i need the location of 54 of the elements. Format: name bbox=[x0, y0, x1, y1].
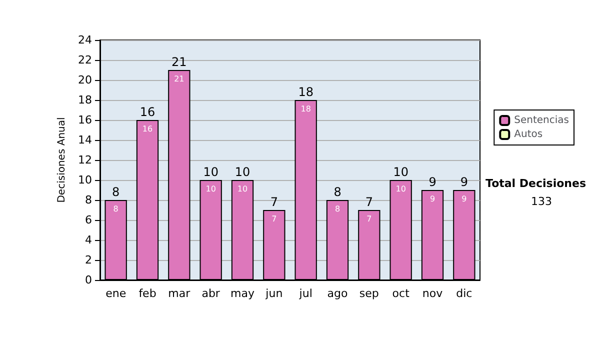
data-label: 7 bbox=[366, 214, 372, 224]
x-tick-label: may bbox=[230, 287, 255, 300]
total-label: 7 bbox=[270, 195, 278, 209]
y-tick-label: 2 bbox=[85, 254, 92, 266]
y-tick-label: 18 bbox=[78, 94, 92, 106]
x-tick-label: oct bbox=[392, 287, 410, 300]
total-label: 18 bbox=[298, 85, 314, 99]
data-label: 9 bbox=[462, 194, 467, 204]
legend-label: Autos bbox=[514, 129, 543, 140]
y-tick-label: 24 bbox=[78, 34, 92, 46]
total-label: 21 bbox=[172, 55, 187, 69]
total-label: 10 bbox=[203, 165, 218, 179]
data-label: 8 bbox=[334, 204, 340, 214]
total-label: 8 bbox=[334, 185, 342, 199]
data-label: 10 bbox=[206, 184, 216, 194]
y-axis-title: Decisiones Anual bbox=[56, 117, 68, 203]
y-tick-label: 0 bbox=[85, 274, 92, 286]
x-tick-label: mar bbox=[168, 287, 191, 300]
x-tick-label: sep bbox=[359, 287, 379, 300]
y-tick-label: 10 bbox=[78, 174, 92, 186]
x-tick-label: jul bbox=[298, 287, 312, 300]
x-tick-label: ene bbox=[106, 287, 126, 300]
y-tick-label: 14 bbox=[78, 134, 92, 146]
x-tick-label: abr bbox=[202, 287, 220, 300]
y-tick-label: 12 bbox=[78, 154, 92, 166]
y-tick-label: 6 bbox=[85, 214, 92, 226]
data-label: 16 bbox=[142, 124, 153, 134]
legend-label: Sentencias bbox=[514, 115, 570, 126]
x-tick-label: nov bbox=[422, 287, 444, 300]
data-label: 7 bbox=[272, 214, 277, 224]
total-label: 16 bbox=[140, 105, 156, 119]
y-tick-label: 8 bbox=[85, 194, 92, 206]
y-tick-label: 4 bbox=[85, 234, 92, 246]
x-tick-label: jun bbox=[264, 287, 283, 300]
y-tick-label: 22 bbox=[78, 54, 92, 66]
total-label: 10 bbox=[234, 165, 250, 179]
total-label: 7 bbox=[365, 195, 373, 209]
data-label: 10 bbox=[237, 184, 248, 194]
total-label: 9 bbox=[460, 175, 468, 189]
data-label: 10 bbox=[396, 184, 406, 194]
x-tick-label: dic bbox=[456, 287, 472, 300]
data-label: 8 bbox=[113, 204, 118, 214]
text: 133 bbox=[531, 195, 552, 208]
x-tick-label: ago bbox=[327, 287, 348, 300]
y-tick-label: 20 bbox=[78, 74, 92, 86]
text: Total Decisiones bbox=[486, 177, 586, 190]
total-label: 10 bbox=[393, 165, 408, 179]
total-label: 8 bbox=[112, 185, 120, 199]
data-label: 9 bbox=[430, 194, 436, 204]
data-label: 21 bbox=[174, 74, 184, 84]
total-label: 9 bbox=[428, 175, 436, 189]
x-tick-label: feb bbox=[138, 287, 156, 300]
y-tick-label: 16 bbox=[78, 114, 92, 126]
data-label: 18 bbox=[300, 104, 311, 114]
